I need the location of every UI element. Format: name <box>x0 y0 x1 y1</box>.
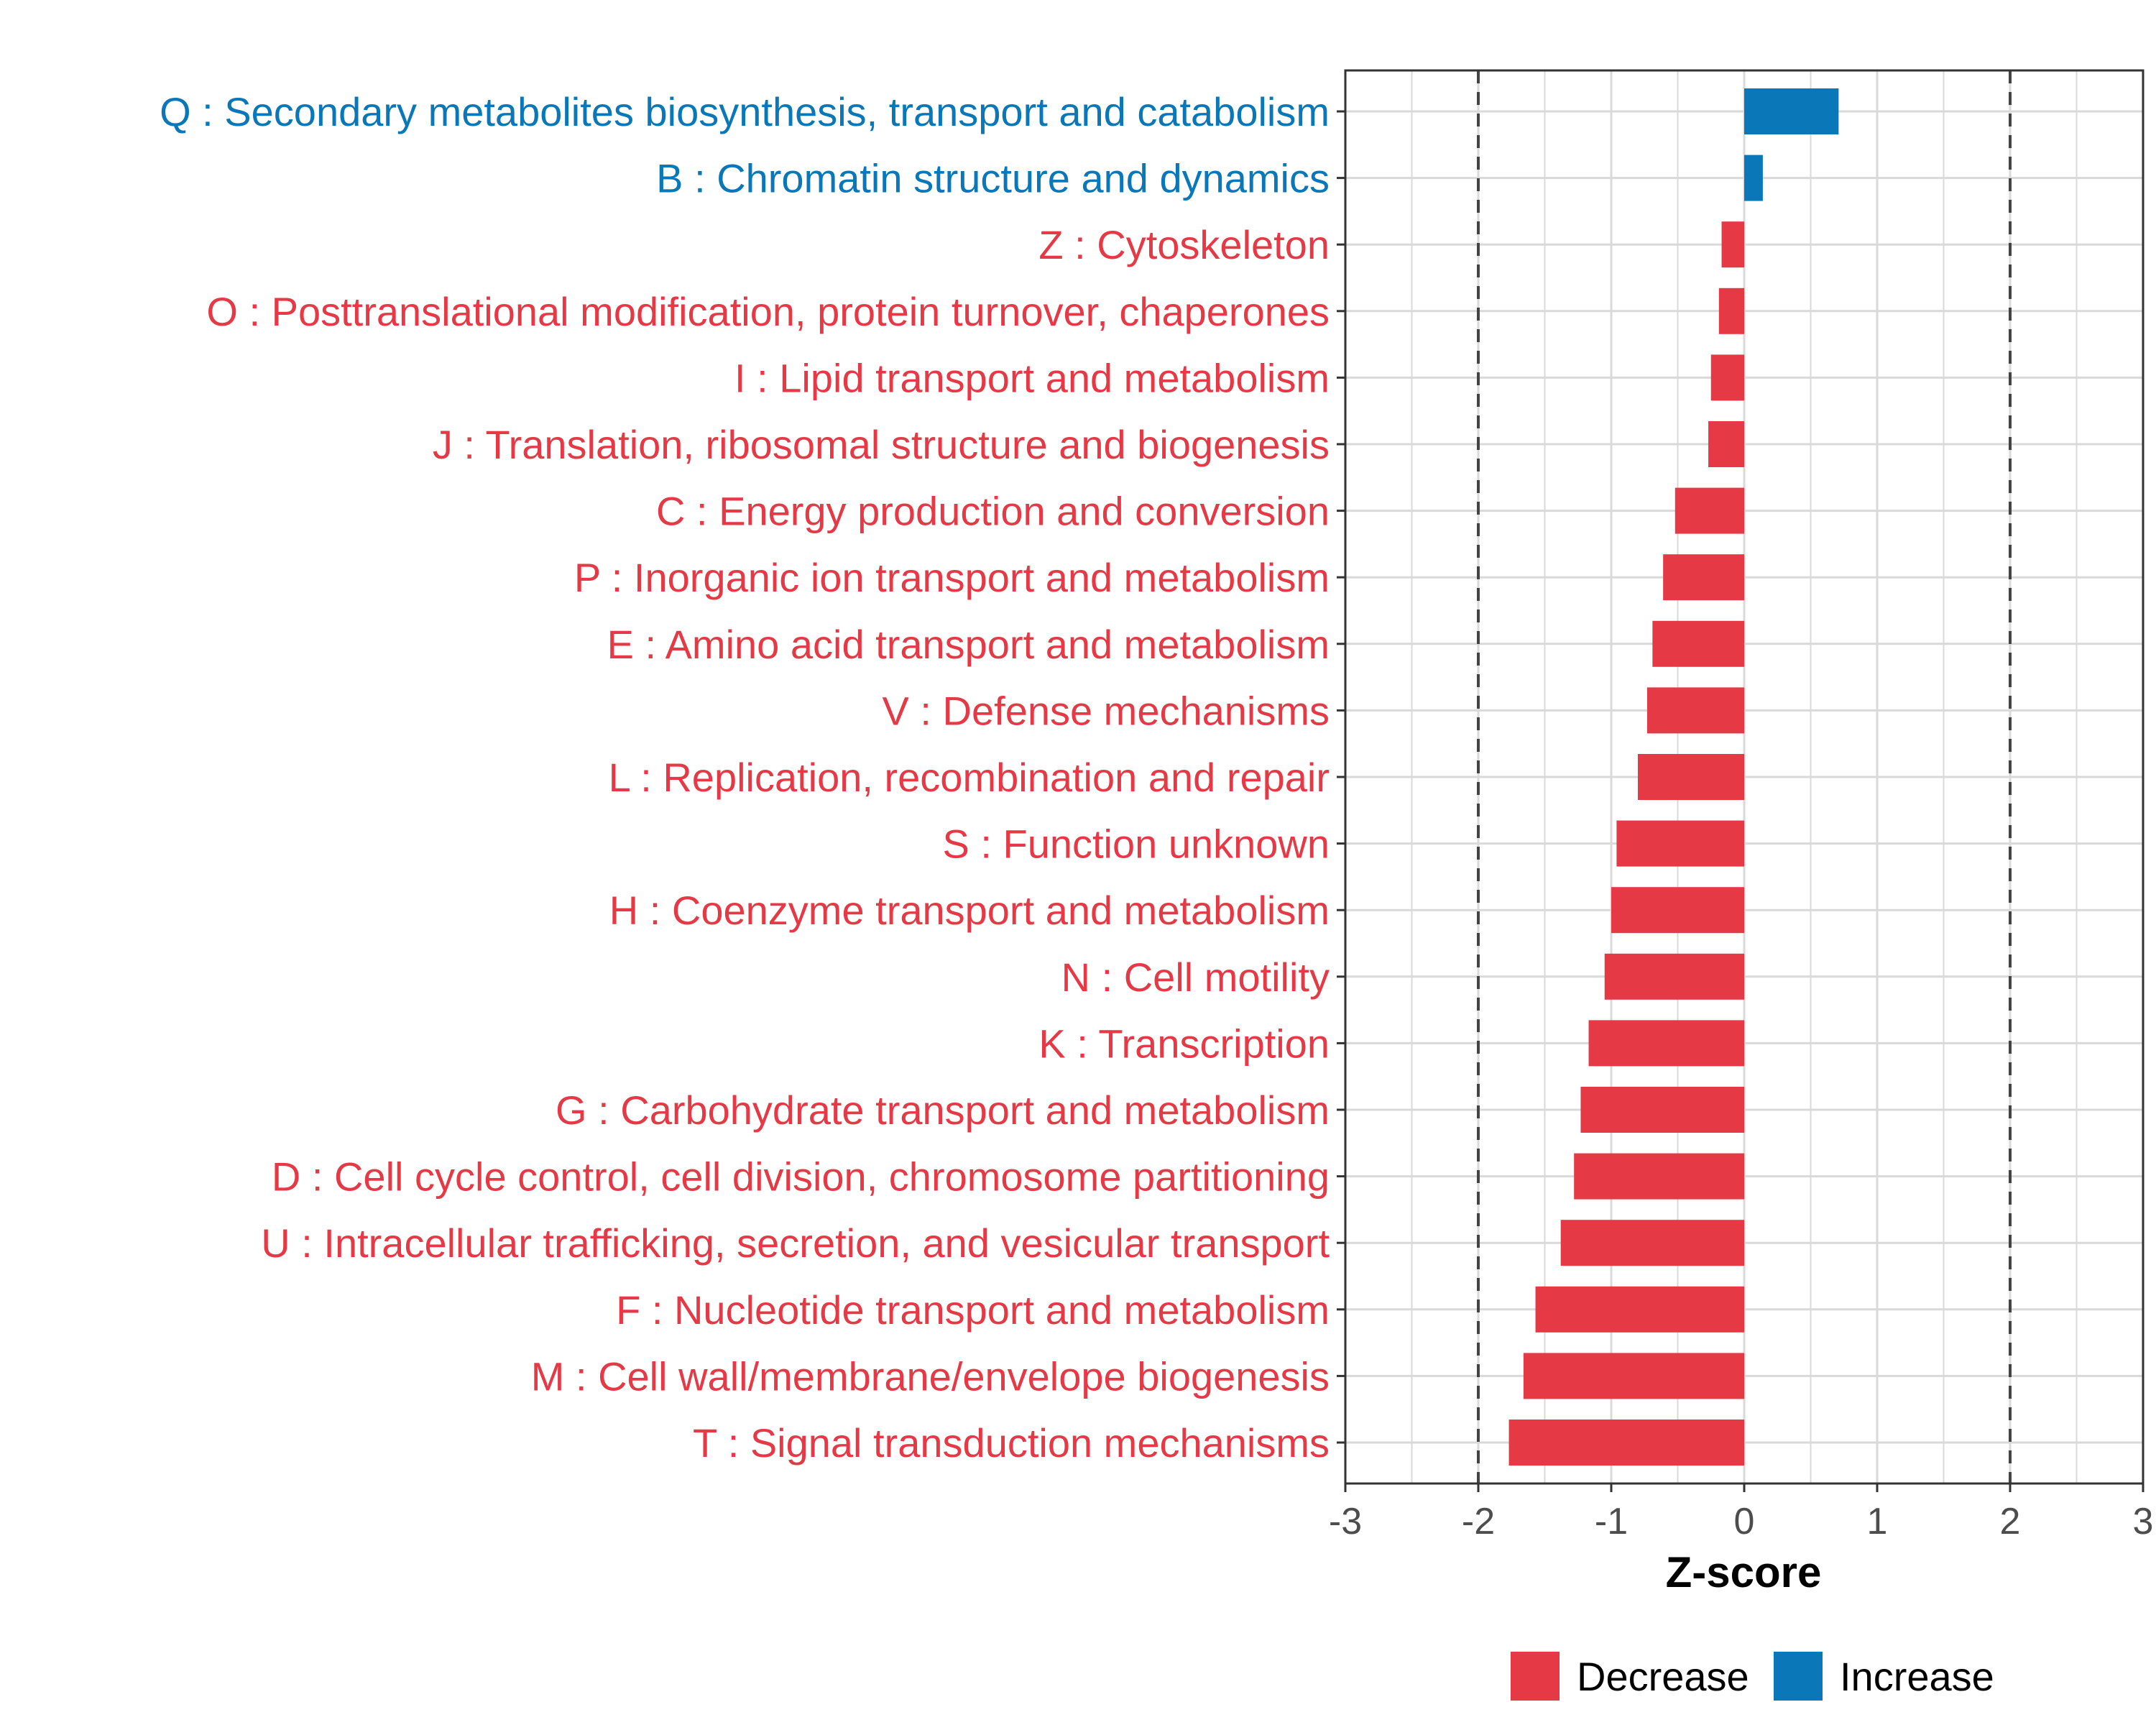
category-label: G : Carbohydrate transport and metabolis… <box>556 1087 1330 1133</box>
category-label: T : Signal transduction mechanisms <box>693 1420 1330 1466</box>
legend-swatch-decrease <box>1511 1652 1560 1701</box>
bar-i <box>1710 354 1744 401</box>
bar-n <box>1604 953 1744 1000</box>
x-tick-label: 0 <box>1734 1501 1755 1542</box>
category-label: L : Replication, recombination and repai… <box>609 755 1330 800</box>
bar-d <box>1574 1153 1744 1200</box>
bar-t <box>1508 1420 1744 1466</box>
bar-p <box>1663 554 1744 601</box>
bar-u <box>1560 1220 1744 1266</box>
category-label: E : Amino acid transport and metabolism <box>607 622 1330 667</box>
x-tick-label: 2 <box>2000 1501 2021 1542</box>
category-labels: Q : Secondary metabolites biosynthesis, … <box>160 89 1330 1466</box>
x-tick-label: -2 <box>1462 1501 1495 1542</box>
category-label: D : Cell cycle control, cell division, c… <box>272 1154 1330 1200</box>
category-label: I : Lipid transport and metabolism <box>734 355 1330 400</box>
category-label: P : Inorganic ion transport and metaboli… <box>574 555 1330 600</box>
category-label: V : Defense mechanisms <box>883 688 1330 733</box>
bar-j <box>1708 421 1744 467</box>
bar-g <box>1580 1087 1744 1133</box>
x-tick-label: -1 <box>1595 1501 1628 1542</box>
bar-s <box>1616 820 1744 867</box>
legend-label-increase: Increase <box>1840 1654 1994 1699</box>
bar-f <box>1535 1286 1744 1333</box>
bar-h <box>1611 887 1744 934</box>
bars <box>1508 88 1839 1466</box>
bar-z <box>1721 221 1744 268</box>
category-label: F : Nucleotide transport and metabolism <box>616 1287 1330 1333</box>
category-label: H : Coenzyme transport and metabolism <box>609 888 1330 933</box>
x-tick-label: 3 <box>2133 1501 2154 1542</box>
category-label: O : Posttranslational modification, prot… <box>206 289 1330 334</box>
bar-l <box>1638 754 1744 800</box>
legend-swatch-increase <box>1774 1652 1823 1701</box>
category-label: Q : Secondary metabolites biosynthesis, … <box>160 89 1330 134</box>
category-label: B : Chromatin structure and dynamics <box>656 156 1330 201</box>
bar-q <box>1744 88 1839 134</box>
category-label: J : Translation, ribosomal structure and… <box>433 422 1330 467</box>
category-label: U : Intracellular trafficking, secretion… <box>261 1220 1330 1266</box>
category-label: M : Cell wall/membrane/envelope biogenes… <box>531 1353 1330 1399</box>
x-tick-label: -3 <box>1329 1501 1362 1542</box>
bar-e <box>1652 620 1744 667</box>
x-axis-title: Z-score <box>1666 1548 1822 1596</box>
x-tick-label: 1 <box>1867 1501 1888 1542</box>
legend: Decrease Increase <box>1511 1652 1994 1701</box>
bar-b <box>1744 155 1763 201</box>
category-label: K : Transcription <box>1038 1021 1330 1066</box>
bar-o <box>1718 288 1744 334</box>
bar-c <box>1674 487 1744 534</box>
category-label: N : Cell motility <box>1061 954 1330 1000</box>
category-label: C : Energy production and conversion <box>656 489 1330 534</box>
bar-v <box>1646 687 1744 734</box>
bar-m <box>1523 1353 1744 1399</box>
category-label: Z : Cytoskeleton <box>1038 222 1330 267</box>
x-axis-ticks: -3 -2 -1 0 1 2 3 <box>1329 1484 2154 1542</box>
y-axis-ticks <box>1337 110 1345 1444</box>
legend-label-decrease: Decrease <box>1577 1654 1749 1699</box>
category-label: S : Function unknown <box>942 822 1330 867</box>
bar-k <box>1588 1020 1744 1067</box>
